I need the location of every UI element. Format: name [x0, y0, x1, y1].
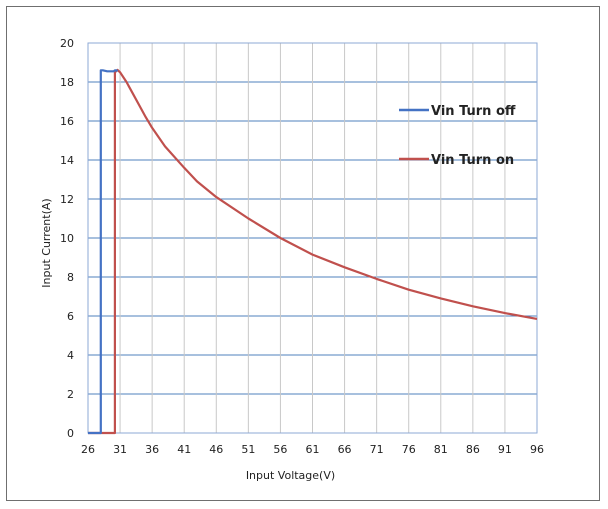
grid	[87, 42, 538, 434]
series-lines	[88, 68, 538, 435]
x-tick-label: 81	[434, 443, 448, 456]
x-tick-label: 41	[177, 443, 191, 456]
y-tick-label: 12	[60, 193, 74, 206]
x-tick-label: 26	[81, 443, 95, 456]
x-tick-label: 76	[402, 443, 416, 456]
x-tick-label: 86	[466, 443, 480, 456]
y-tick-label: 18	[60, 76, 74, 89]
y-tick-label: 20	[60, 37, 74, 50]
x-tick-label: 46	[209, 443, 223, 456]
y-axis-label: Input Current(A)	[40, 198, 53, 287]
y-tick-label: 4	[67, 349, 74, 362]
x-tick-label: 36	[145, 443, 159, 456]
y-tick-label: 2	[67, 388, 74, 401]
y-tick-label: 6	[67, 310, 74, 323]
legend-label: Vin Turn off	[431, 104, 516, 119]
y-tick-label: 8	[67, 271, 74, 284]
x-tick-label: 56	[273, 443, 287, 456]
legend: Vin Turn off Vin Turn on	[399, 104, 516, 168]
x-tick-label: 96	[530, 443, 544, 456]
legend-label: Vin Turn on	[431, 153, 514, 168]
x-tick-label: 51	[241, 443, 255, 456]
x-axis-label: Input Voltage(V)	[246, 469, 335, 482]
y-tick-label: 16	[60, 115, 74, 128]
plot-area-border	[87, 42, 538, 434]
y-tick-label: 14	[60, 154, 74, 167]
chart-frame: 0 2 4 6 8 10 12 14 16 18 20 26 31 36 41 46 51 56 61 66 71 76 8…	[6, 6, 600, 501]
y-tick-label: 10	[60, 232, 74, 245]
series-line-vin-turn-on	[88, 68, 538, 435]
x-tick-label: 71	[370, 443, 384, 456]
x-tick-label: 66	[338, 443, 352, 456]
x-tick-label: 61	[306, 443, 320, 456]
series-line-vin-turn-off	[88, 69, 119, 435]
x-tick-label: 91	[498, 443, 512, 456]
y-tick-label: 0	[67, 427, 74, 440]
x-tick-label: 31	[113, 443, 127, 456]
